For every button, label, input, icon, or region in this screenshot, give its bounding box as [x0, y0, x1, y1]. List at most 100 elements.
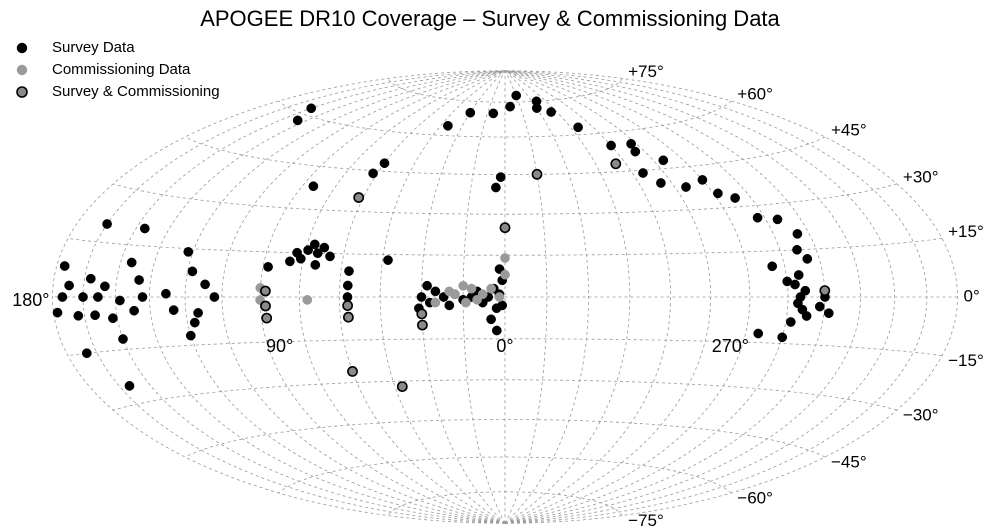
sky-field	[306, 103, 317, 114]
axis-labels: 180° 90° 0° 270° +75° +60° +45° +30° +15° 0° −15° −…	[12, 62, 984, 530]
sky-field	[430, 297, 441, 308]
sky-field	[209, 292, 220, 302]
sky-field	[85, 273, 96, 284]
sky-field	[325, 251, 335, 262]
sky-field	[193, 308, 203, 318]
sky-field	[466, 283, 477, 294]
y-tick-label: +60°	[737, 85, 773, 104]
sky-field	[531, 168, 543, 180]
sky-field	[656, 178, 666, 188]
sky-field	[573, 122, 583, 133]
sky-field	[444, 300, 455, 311]
sky-field	[261, 312, 273, 324]
sky-field	[658, 155, 669, 166]
sky-field	[531, 96, 542, 107]
sky-field	[124, 381, 135, 391]
sky-field	[342, 280, 353, 291]
sky-field	[697, 175, 708, 185]
sky-field	[139, 223, 150, 234]
sky-field	[344, 266, 354, 276]
legend-label: Survey Data	[52, 39, 135, 56]
sky-field	[500, 253, 510, 263]
legend-marker	[16, 64, 28, 76]
sky-field	[396, 381, 408, 392]
sky-field	[64, 280, 74, 291]
meridian	[504, 70, 671, 524]
sky-field	[793, 270, 804, 280]
sky-field	[260, 300, 271, 312]
sky-field	[342, 300, 353, 311]
sky-field	[90, 310, 100, 321]
sky-field	[785, 317, 796, 327]
sky-field	[430, 286, 441, 297]
sky-field	[472, 294, 482, 305]
sky-field	[823, 308, 834, 319]
data-points	[52, 90, 834, 392]
x-tick-label: 0°	[496, 336, 513, 356]
sky-field	[630, 146, 641, 157]
parallel	[278, 100, 732, 138]
x-tick-label: 270°	[712, 336, 749, 356]
sky-field	[802, 254, 813, 264]
sky-field	[497, 300, 508, 311]
sky-field	[137, 292, 148, 302]
legend-marker	[16, 42, 28, 54]
sky-field	[102, 219, 112, 229]
sky-field	[626, 138, 636, 149]
y-tick-label: −75°	[628, 511, 664, 530]
sky-field	[772, 214, 783, 225]
sky-field	[292, 115, 303, 126]
sky-field	[730, 193, 740, 203]
y-tick-label: −45°	[831, 452, 867, 471]
sky-field	[303, 245, 313, 255]
sky-field	[819, 285, 831, 296]
sky-field	[422, 280, 432, 291]
sky-field	[342, 311, 354, 323]
sky-field	[302, 295, 313, 305]
sky-field	[752, 212, 763, 223]
sky-field	[606, 140, 616, 151]
sky-field	[100, 281, 110, 292]
sky-field	[189, 317, 200, 328]
chart-title: APOGEE DR10 Coverage – Survey & Commissi…	[200, 6, 780, 31]
y-tick-label: 0°	[964, 286, 980, 305]
sky-field	[108, 313, 118, 324]
meridian	[504, 70, 751, 524]
x-tick-label: 90°	[266, 336, 293, 356]
sky-field	[118, 334, 128, 344]
sky-field	[259, 285, 271, 297]
sky-field	[183, 247, 194, 257]
sky-field	[488, 108, 499, 119]
sky-field	[52, 307, 63, 318]
sky-field	[461, 297, 471, 308]
sky-field	[790, 279, 800, 290]
y-tick-label: +75°	[628, 62, 664, 81]
sky-field	[310, 260, 321, 270]
parallel	[387, 78, 623, 103]
sky-field	[494, 292, 505, 302]
sky-field	[93, 292, 103, 302]
sky-field	[292, 247, 302, 258]
sky-field	[200, 279, 210, 290]
sky-field	[308, 181, 319, 192]
sky-field	[491, 325, 502, 336]
sky-field	[511, 90, 522, 101]
sky-field	[495, 172, 506, 182]
sky-field	[81, 348, 92, 359]
meridian	[504, 70, 631, 524]
sky-field	[168, 305, 179, 315]
y-tick-label: +15°	[948, 222, 984, 241]
parallel	[278, 456, 732, 494]
sky-field	[383, 255, 393, 265]
sky-field	[129, 305, 139, 316]
sky-field	[312, 248, 323, 259]
meridian	[259, 70, 506, 524]
sky-field	[379, 158, 390, 169]
x-tick-label: 180°	[12, 290, 49, 310]
sky-field	[185, 330, 196, 341]
sky-field	[73, 310, 84, 321]
legend: Survey Data Commissioning Data Survey & Co…	[16, 39, 220, 100]
sky-field	[416, 308, 428, 320]
sky-field	[115, 295, 125, 306]
y-tick-label: −30°	[903, 406, 939, 425]
